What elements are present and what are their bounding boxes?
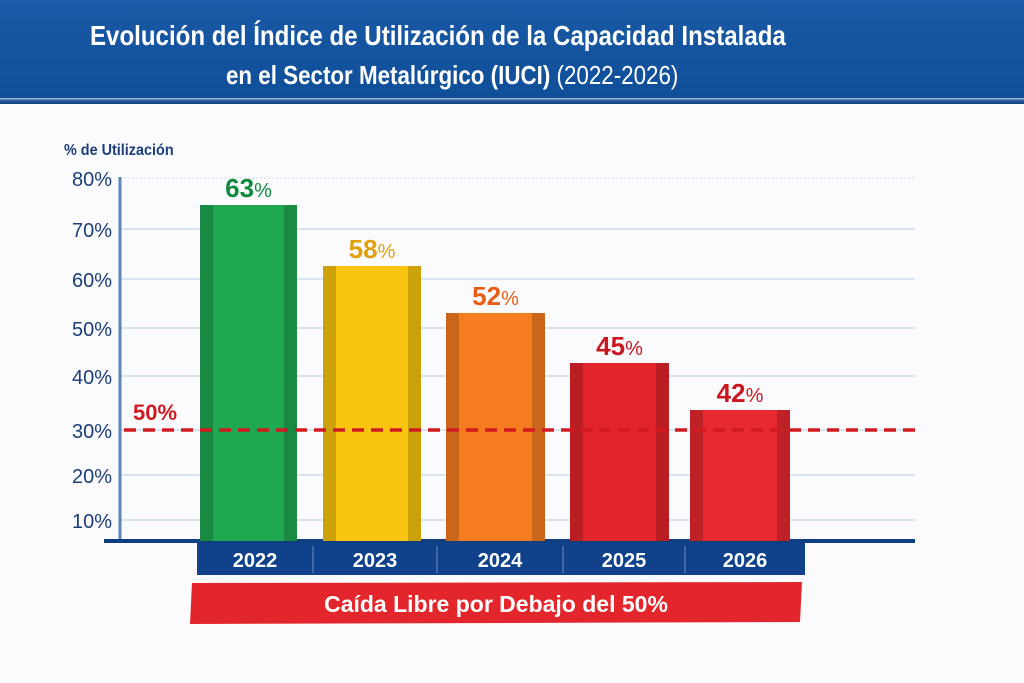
bar-2023 — [323, 266, 421, 541]
data-label: 45% — [596, 331, 643, 361]
y-tick-label: 10% — [72, 511, 112, 533]
bar-side-left — [200, 205, 213, 541]
bar-2026 — [690, 410, 790, 541]
y-tick-label: 30% — [72, 421, 112, 443]
chart-title-years: (2022-2026) — [556, 60, 679, 90]
bar-2024 — [446, 313, 545, 541]
chart-title-main: en el Sector Metalúrgico (IUCI) — [226, 60, 551, 90]
y-tick-label: 50% — [72, 319, 112, 341]
category-band — [197, 543, 805, 575]
bar-side-left — [690, 410, 703, 541]
bar-side-right — [656, 363, 669, 541]
bar-2022 — [200, 205, 297, 541]
bar-side-right — [777, 410, 790, 541]
bar-side-right — [284, 205, 297, 541]
data-label: 42% — [717, 378, 764, 408]
x-tick-label: 2025 — [602, 550, 647, 572]
bar-side-right — [532, 313, 545, 541]
bar-side-left — [446, 313, 459, 541]
bar-side-right — [408, 266, 421, 541]
y-tick-label: 60% — [72, 270, 112, 292]
y-tick-label: 80% — [72, 169, 112, 191]
bar-side-left — [323, 266, 336, 541]
data-label: 58% — [349, 234, 396, 264]
chart-title-line2: en el Sector Metalúrgico (IUCI) (2022-20… — [226, 60, 678, 91]
y-tick-label: 70% — [72, 220, 112, 242]
header-banner — [0, 0, 1024, 98]
x-tick-label: 2022 — [233, 550, 278, 572]
banner — [190, 582, 802, 624]
y-axis-label: % de Utilización — [64, 142, 174, 159]
y-tick-label: 40% — [72, 367, 112, 389]
y-tick-label: 20% — [72, 466, 112, 488]
bar-side-left — [570, 363, 583, 541]
reference-line-label: 50% — [133, 400, 177, 425]
data-label: 63% — [225, 173, 272, 203]
header-divider — [0, 98, 1024, 104]
banner-text: Caída Libre por Debajo del 50% — [324, 591, 668, 617]
x-tick-label: 2024 — [478, 550, 523, 572]
chart-title-line1: Evolución del Índice de Utilización de l… — [90, 20, 786, 51]
x-tick-label: 2023 — [353, 550, 398, 572]
x-tick-label: 2026 — [723, 550, 768, 572]
data-label: 52% — [472, 281, 519, 311]
bar-2025 — [570, 363, 669, 541]
